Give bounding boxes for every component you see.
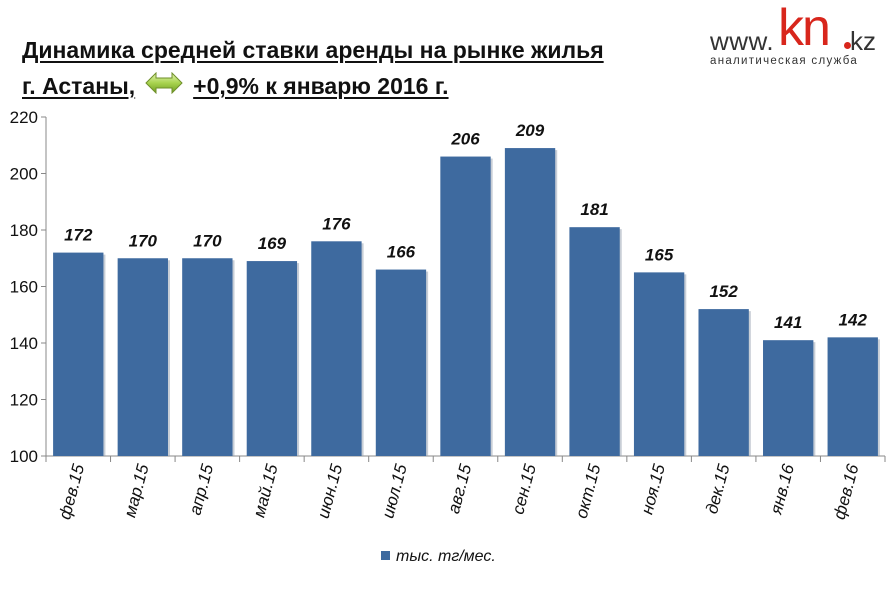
- y-tick-label: 120: [10, 391, 38, 410]
- bar: [246, 261, 298, 456]
- chart-title: Динамика средней ставки аренды на рынке …: [22, 32, 604, 108]
- y-tick-label: 200: [10, 165, 38, 184]
- bar: [763, 340, 814, 456]
- y-tick-label: 100: [10, 447, 38, 466]
- x-tick-label: мар.15: [120, 462, 153, 520]
- x-tick-label: окт.15: [572, 462, 605, 521]
- logo-www: www.: [710, 26, 775, 56]
- x-tick-label: сен.15: [508, 462, 540, 517]
- legend-swatch: [381, 551, 390, 561]
- x-tick-label: авг.15: [444, 462, 476, 516]
- x-tick-label: ноя.15: [637, 462, 669, 517]
- y-tick-label: 220: [10, 108, 38, 127]
- data-label: 170: [129, 231, 158, 250]
- logo-kn: kn: [778, 0, 831, 57]
- x-tick-label: янв.16: [766, 462, 798, 518]
- legend-label: тыс. тг/мес.: [396, 548, 496, 565]
- x-tick-label: фев.16: [830, 462, 863, 522]
- bar: [698, 309, 749, 456]
- bar: [117, 258, 168, 456]
- x-tick-label: апр.15: [185, 462, 217, 517]
- bar: [827, 337, 878, 456]
- bar: [182, 258, 233, 456]
- data-label: 181: [580, 200, 608, 219]
- x-tick-label: дек.15: [702, 462, 734, 516]
- data-label: 170: [193, 231, 222, 250]
- data-label: 169: [258, 234, 287, 253]
- data-label: 165: [645, 245, 674, 264]
- title-line-2: г. Астаны, +0,9% к январю 2016 г.: [22, 68, 604, 108]
- bar: [375, 269, 427, 456]
- x-tick-label: фев.15: [55, 462, 88, 522]
- data-label: 142: [839, 310, 868, 329]
- bar: [504, 148, 556, 456]
- kn-logo: www. kn kz аналитическая служба: [708, 0, 878, 74]
- y-tick-label: 160: [10, 278, 38, 297]
- x-tick-label: июл.15: [378, 462, 411, 521]
- bar: [569, 227, 620, 456]
- title-suffix: +0,9% к январю 2016 г.: [193, 73, 449, 100]
- bar: [53, 252, 104, 456]
- y-tick-label: 180: [10, 221, 38, 240]
- double-arrow-icon: [145, 68, 183, 104]
- x-tick-label: июн.15: [314, 462, 347, 521]
- data-label: 152: [709, 282, 738, 301]
- bar: [633, 272, 685, 456]
- logo-subtitle: аналитическая служба: [710, 55, 859, 67]
- y-tick-label: 140: [10, 334, 38, 353]
- legend: тыс. тг/мес.: [381, 548, 496, 566]
- title-prefix: г. Астаны,: [22, 73, 136, 100]
- data-label: 172: [64, 226, 93, 245]
- logo-kz: kz: [850, 26, 876, 56]
- data-label: 166: [387, 243, 416, 262]
- data-label: 206: [450, 130, 480, 149]
- title-line-1: Динамика средней ставки аренды на рынке …: [22, 37, 604, 63]
- x-tick-label: май.15: [249, 462, 282, 520]
- data-label: 176: [322, 214, 351, 233]
- logo-dot: [844, 42, 851, 49]
- bar: [440, 156, 491, 457]
- bar: [311, 241, 362, 456]
- data-label: 209: [515, 121, 545, 140]
- data-label: 141: [774, 313, 802, 332]
